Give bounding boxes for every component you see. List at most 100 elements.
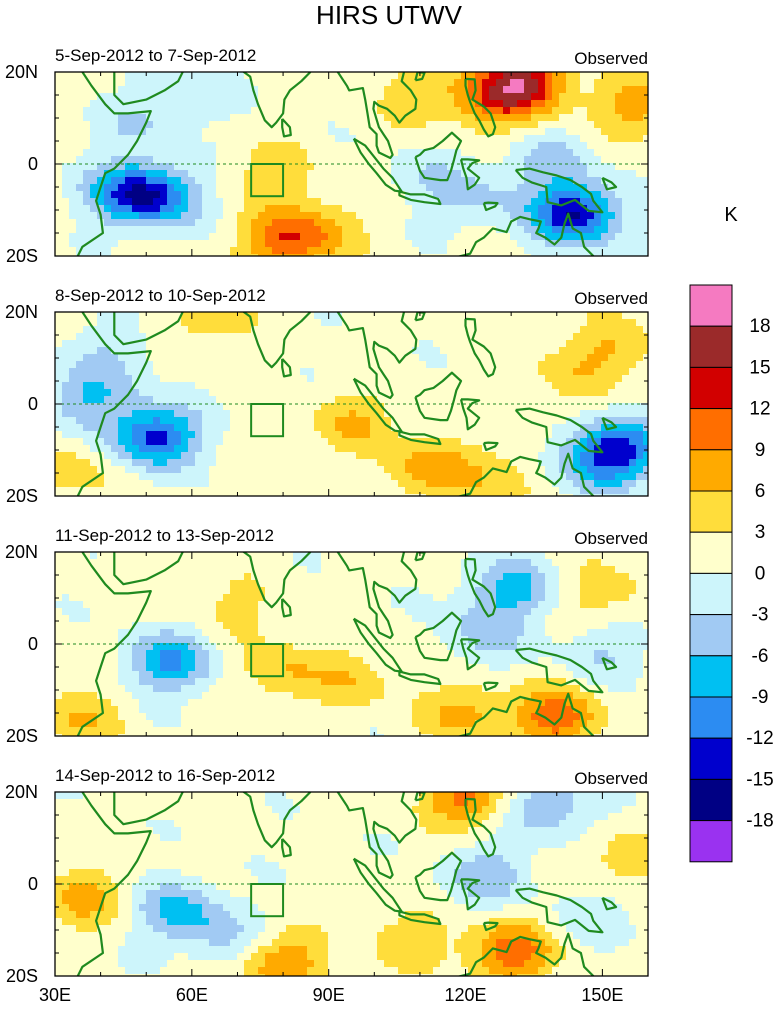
- heat-cell: [160, 72, 168, 80]
- heat-cell: [559, 559, 567, 567]
- heat-cell: [412, 121, 420, 129]
- heat-cell: [209, 205, 217, 213]
- heat-cell: [510, 107, 518, 115]
- heat-cell: [608, 552, 616, 560]
- heat-cell: [118, 466, 126, 474]
- heat-cell: [237, 361, 245, 369]
- heat-cell: [503, 361, 511, 369]
- heat-cell: [244, 431, 252, 439]
- heat-cell: [405, 312, 413, 320]
- heat-cell: [76, 198, 84, 206]
- heat-cell: [321, 219, 329, 227]
- heat-cell: [391, 368, 399, 376]
- heat-cell: [55, 424, 63, 432]
- heat-cell: [454, 114, 462, 122]
- heat-cell: [83, 107, 91, 115]
- heat-cell: [223, 424, 231, 432]
- heat-cell: [398, 552, 406, 560]
- heat-cell: [503, 566, 511, 574]
- heat-cell: [76, 93, 84, 101]
- heat-cell: [545, 135, 553, 143]
- heat-cell: [615, 198, 623, 206]
- heat-cell: [230, 184, 238, 192]
- heat-cell: [615, 233, 623, 241]
- heat-cell: [391, 340, 399, 348]
- heat-cell: [566, 86, 574, 94]
- heat-cell: [314, 566, 322, 574]
- heat-cell: [335, 107, 343, 115]
- heat-cell: [132, 466, 140, 474]
- heat-cell: [587, 445, 595, 453]
- heat-cell: [552, 368, 560, 376]
- heat-cell: [104, 354, 112, 362]
- heat-cell: [503, 487, 511, 495]
- heat-cell: [594, 100, 602, 108]
- heat-cell: [580, 566, 588, 574]
- heat-cell: [111, 212, 119, 220]
- heat-cell: [615, 552, 623, 560]
- heat-cell: [83, 473, 91, 481]
- heat-cell: [118, 79, 126, 87]
- heat-cell: [244, 473, 252, 481]
- heat-cell: [76, 389, 84, 397]
- heat-cell: [251, 198, 259, 206]
- heat-cell: [265, 459, 273, 467]
- heat-cell: [237, 72, 245, 80]
- heat-cell: [258, 389, 266, 397]
- heat-cell: [244, 240, 252, 248]
- heat-cell: [181, 326, 189, 334]
- heat-cell: [104, 552, 112, 560]
- heat-cell: [594, 86, 602, 94]
- heat-cell: [377, 114, 385, 122]
- heat-cell: [342, 431, 350, 439]
- heat-cell: [475, 254, 483, 256]
- heat-cell: [622, 354, 630, 362]
- heat-cell: [447, 191, 455, 199]
- heat-cell: [517, 326, 525, 334]
- heat-cell: [321, 170, 329, 178]
- heat-cell: [160, 368, 168, 376]
- heat-cell: [391, 487, 399, 495]
- heat-cell: [622, 247, 630, 255]
- heat-cell: [468, 480, 476, 488]
- heat-cell: [335, 354, 343, 362]
- heat-cell: [279, 156, 287, 164]
- heat-cell: [468, 566, 476, 574]
- heat-cell: [370, 431, 378, 439]
- heat-cell: [468, 354, 476, 362]
- heat-cell: [132, 93, 140, 101]
- heat-cell: [440, 128, 448, 136]
- heat-cell: [426, 312, 434, 320]
- heat-cell: [111, 156, 119, 164]
- heat-cell: [69, 410, 77, 418]
- heat-cell: [608, 445, 616, 453]
- heat-cell: [517, 312, 525, 320]
- heat-cell: [622, 128, 630, 136]
- heat-cell: [419, 128, 427, 136]
- heat-cell: [489, 177, 497, 185]
- heat-cell: [342, 205, 350, 213]
- heat-cell: [230, 79, 238, 87]
- heat-cell: [524, 128, 532, 136]
- heat-cell: [188, 142, 196, 150]
- heat-cell: [104, 205, 112, 213]
- heat-cell: [601, 219, 609, 227]
- heat-cell: [636, 396, 644, 404]
- coastline: [241, 72, 312, 129]
- heat-cell: [580, 459, 588, 467]
- heat-cell: [62, 431, 70, 439]
- heat-cell: [293, 445, 301, 453]
- heat-cell: [489, 480, 497, 488]
- heat-cell: [475, 240, 483, 248]
- heat-cell: [230, 100, 238, 108]
- heat-cell: [475, 431, 483, 439]
- heat-cell: [349, 494, 357, 496]
- heat-cell: [293, 219, 301, 227]
- heat-cell: [181, 121, 189, 129]
- heat-cell: [272, 233, 280, 241]
- heat-cell: [615, 347, 623, 355]
- heat-cell: [601, 233, 609, 241]
- heat-cell: [62, 382, 70, 390]
- heat-cell: [440, 466, 448, 474]
- heat-cell: [125, 480, 133, 488]
